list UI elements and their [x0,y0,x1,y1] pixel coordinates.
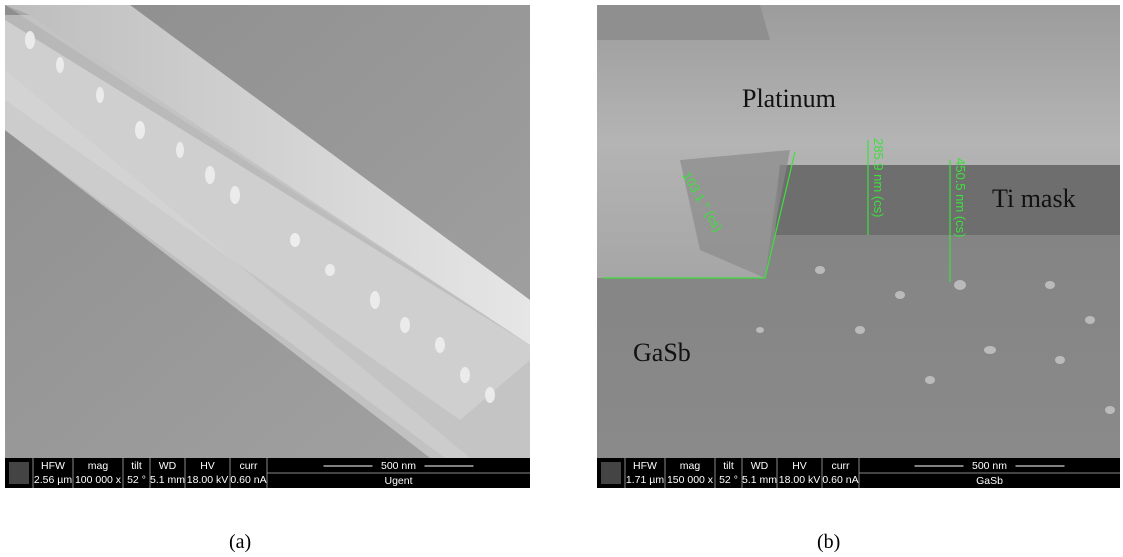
info-header: HV [792,460,807,472]
scale-label: 500 nm [381,460,416,472]
info-value: 1.71 µm [626,474,664,486]
info-value: 100 000 x [75,474,122,486]
info-value: 5.1 mm [150,474,185,486]
info-header: tilt [723,460,734,472]
caption: (b) [817,531,840,553]
measurement: 285.9 nm (cs) [871,138,886,217]
info-value: 0.60 nA [822,474,858,486]
info-value: 2.56 µm [34,474,72,486]
info-header: mag [88,460,109,472]
sem-image-b [597,5,1120,458]
sem-image-a [5,5,530,458]
image-label: GaSb [976,475,1003,487]
info-header: HV [200,460,215,472]
info-header: curr [831,460,850,472]
logo [601,462,621,484]
info-header: curr [239,460,258,472]
info-value: 5.1 mm [742,474,777,486]
info-header: HFW [41,460,65,472]
info-header: tilt [131,460,142,472]
info-value: 52 ° [127,474,146,486]
annotation-gasb: GaSb [633,338,691,367]
image-label: Ugent [384,475,412,487]
info-value: 0.60 nA [230,474,266,486]
logo [9,462,29,484]
info-header: WD [159,460,177,472]
info-value: 52 ° [719,474,738,486]
scale-label: 500 nm [972,460,1007,472]
info-value: 18.00 kV [187,474,228,486]
info-value: 150 000 x [667,474,714,486]
figure: Platinum Ti mask GaSb 103.1 ° (cs) 285.9… [0,0,1123,557]
annotation-ti-mask: Ti mask [992,184,1076,213]
info-header: mag [680,460,701,472]
info-header: HFW [633,460,657,472]
caption: (a) [229,531,251,553]
annotation-platinum: Platinum [742,84,836,113]
measurement: 450.5 nm (cs) [953,158,968,237]
info-value: 18.00 kV [779,474,820,486]
info-header: WD [751,460,769,472]
